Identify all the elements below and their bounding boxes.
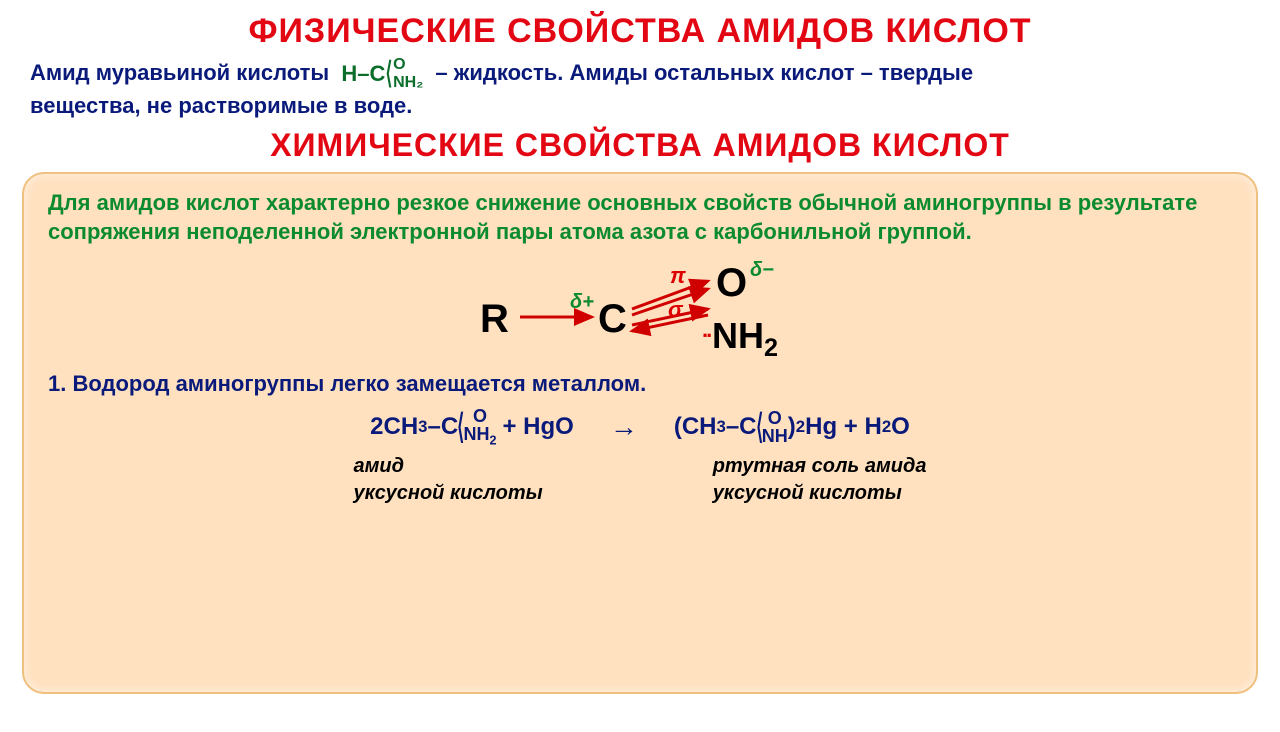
lhs-mol: 2CH3–C ⟨ O NH2 <box>370 407 496 447</box>
title-physical: ФИЗИЧЕСКИЕ СВОЙСТВА АМИДОВ КИСЛОТ <box>0 12 1280 51</box>
intro-text: Амид муравьиной кислоты H–C ⟨ O NH₂ – жи… <box>0 57 1280 121</box>
intro-part3: вещества, не растворимые в воде. <box>30 93 412 118</box>
delta-minus: δ− <box>750 259 774 282</box>
label-right-1: ртутная соль амида <box>713 453 927 480</box>
formic-top: O <box>393 57 423 73</box>
pi-label: π <box>670 263 686 289</box>
rhs-bottom: NH <box>762 427 788 445</box>
lhs-bottom: NH2 <box>463 425 496 447</box>
nh-sub: 2 <box>764 334 778 362</box>
label-right: ртутная соль амида уксусной кислоты <box>713 453 927 507</box>
rhs-sub2: 2 <box>796 417 805 437</box>
label-left-1: амид <box>354 453 543 480</box>
rhs-tail2: O <box>891 413 910 441</box>
rhs-open: (CH <box>674 413 717 441</box>
sigma-label: σ <box>668 297 683 323</box>
nh-text: NH <box>712 315 764 356</box>
formic-left: H–C <box>341 59 385 89</box>
label-left-2: уксусной кислоты <box>354 480 543 507</box>
lone-pair: .. <box>702 317 710 343</box>
lhs-brace: ⟨ <box>457 407 464 447</box>
item-1: 1. Водород аминогруппы легко замещается … <box>48 371 1232 397</box>
plus-hgo: + HgO <box>502 413 573 441</box>
chemical-panel: Для амидов кислот характерно резкое сниж… <box>22 172 1258 694</box>
rhs-mid: –C <box>726 413 757 441</box>
label-left: амид уксусной кислоты <box>354 453 543 507</box>
scheme-NH2: NH2 <box>712 315 778 363</box>
rhs-sub1: 3 <box>716 417 725 437</box>
lhs-prefix: 2CH <box>370 413 418 441</box>
rhs-tail-sub: 2 <box>882 417 891 437</box>
scheme-R: R <box>480 297 509 342</box>
intro-part1: Амид муравьиной кислоты <box>30 60 329 85</box>
lhs-sub1: 3 <box>418 417 427 437</box>
scheme-C: C <box>598 297 627 342</box>
rhs-tail: Hg + H <box>805 413 882 441</box>
reaction-equation: 2CH3–C ⟨ O NH2 + HgO → (CH3–C ⟨ O NH )2H… <box>48 407 1232 447</box>
label-right-2: уксусной кислоты <box>713 480 927 507</box>
reaction-arrow: → <box>610 411 638 443</box>
rhs-brace: ⟨ <box>756 407 763 447</box>
lhs-mid: –C <box>428 413 459 441</box>
scheme-O: O <box>716 261 747 306</box>
title-chemical: ХИМИЧЕСКИЕ СВОЙСТВА АМИДОВ КИСЛОТ <box>0 127 1280 164</box>
green-intro: Для амидов кислот характерно резкое сниж… <box>48 188 1232 247</box>
rhs-mol: (CH3–C ⟨ O NH )2Hg + H2O <box>674 407 910 447</box>
intro-part2: – жидкость. Амиды остальных кислот – тве… <box>435 60 973 85</box>
resonance-scheme: R δ+ C π σ O δ− .. NH2 <box>480 255 800 365</box>
formic-bottom: NH₂ <box>393 75 423 91</box>
formic-formula: H–C ⟨ O NH₂ <box>341 57 423 91</box>
reaction-labels: амид уксусной кислоты ртутная соль амида… <box>48 453 1232 507</box>
rhs-close: ) <box>788 413 796 441</box>
lhs-top: O <box>463 407 496 425</box>
delta-plus: δ+ <box>570 291 594 314</box>
rhs-top: O <box>762 409 788 427</box>
